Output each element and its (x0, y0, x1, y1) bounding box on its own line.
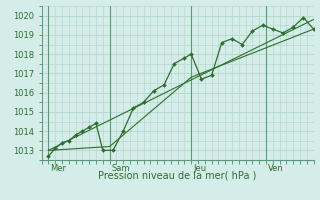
Text: Ven: Ven (268, 164, 284, 173)
Text: Jeu: Jeu (193, 164, 206, 173)
X-axis label: Pression niveau de la mer( hPa ): Pression niveau de la mer( hPa ) (99, 170, 257, 180)
Text: Mer: Mer (50, 164, 66, 173)
Text: Sam: Sam (111, 164, 130, 173)
